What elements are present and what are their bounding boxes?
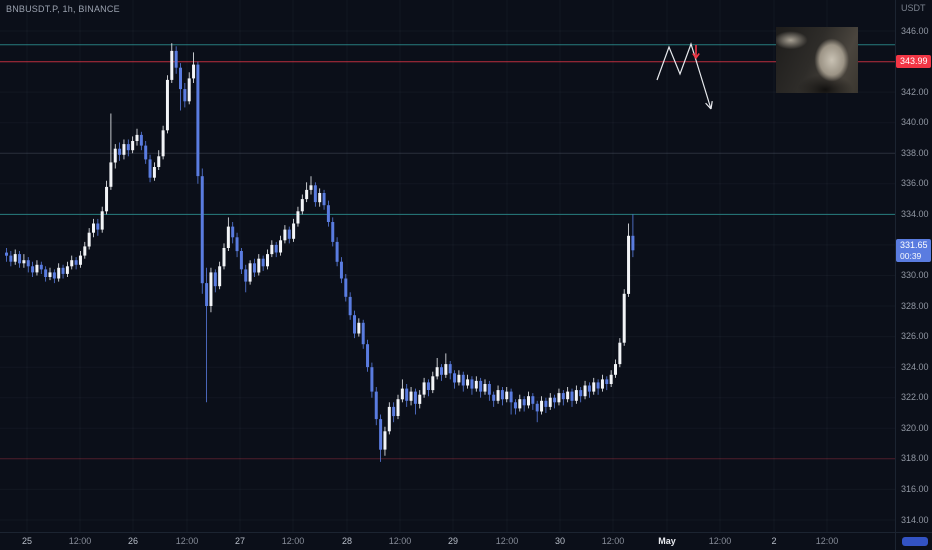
price-axis[interactable]: USDT 346.00 342.00 340.00 338.00 336.00 334.0…: [895, 0, 932, 532]
price-tick-label: 328.00: [901, 300, 929, 311]
time-tick-label: 12:00: [708, 536, 732, 546]
alert-price-badge: 343.99: [896, 55, 931, 69]
time-tick-label: 28: [341, 536, 353, 546]
time-tick-label: 12:00: [601, 536, 625, 546]
time-tick-label: 12:00: [68, 536, 92, 546]
price-tick-label: 326.00: [901, 331, 929, 342]
photo-overlay-image: [776, 27, 858, 93]
chart-plot[interactable]: BNBUSDT.P, 1h, BINANCE: [0, 0, 895, 532]
time-tick-label: 25: [21, 536, 33, 546]
price-tick-label: 346.00: [901, 25, 929, 36]
price-tick-label: 324.00: [901, 361, 929, 372]
symbol-title[interactable]: BNBUSDT.P, 1h, BINANCE: [6, 4, 120, 14]
time-tick-label: 2: [771, 536, 777, 546]
price-tick-label: 330.00: [901, 270, 929, 280]
price-tick-label: 322.00: [901, 392, 929, 403]
corner-button[interactable]: [902, 537, 928, 546]
time-tick-label: 12:00: [388, 536, 412, 546]
last-price-badge: 331.65 00:39: [896, 238, 931, 262]
price-tick-label: 338.00: [901, 147, 929, 158]
time-tick-label: 26: [127, 536, 139, 546]
price-tick-label: 336.00: [901, 178, 929, 189]
time-tick-label: 29: [447, 536, 459, 546]
time-tick-label: 12:00: [175, 536, 199, 546]
price-tick-label: 340.00: [901, 117, 929, 128]
price-tick-label: 318.00: [901, 453, 929, 464]
time-tick-label: 30: [554, 536, 566, 546]
time-axis[interactable]: 25 12:00 26 12:00 27 12:00 28 12:00 29 12:00 30 12:…: [0, 532, 895, 550]
price-tick-label: 320.00: [901, 422, 929, 433]
price-tick-label: 314.00: [901, 514, 929, 525]
chart-canvas[interactable]: [0, 0, 895, 532]
price-tick-label: 334.00: [901, 208, 929, 219]
axis-corner: [895, 532, 932, 550]
time-tick-label: 27: [234, 536, 246, 546]
time-tick-label: May: [658, 536, 676, 546]
time-tick-label: 12:00: [281, 536, 305, 546]
time-tick-label: 12:00: [815, 536, 839, 546]
currency-label: USDT: [901, 3, 926, 13]
time-tick-label: 12:00: [495, 536, 519, 546]
price-tick-label: 342.00: [901, 86, 929, 97]
price-tick-label: 316.00: [901, 483, 929, 494]
